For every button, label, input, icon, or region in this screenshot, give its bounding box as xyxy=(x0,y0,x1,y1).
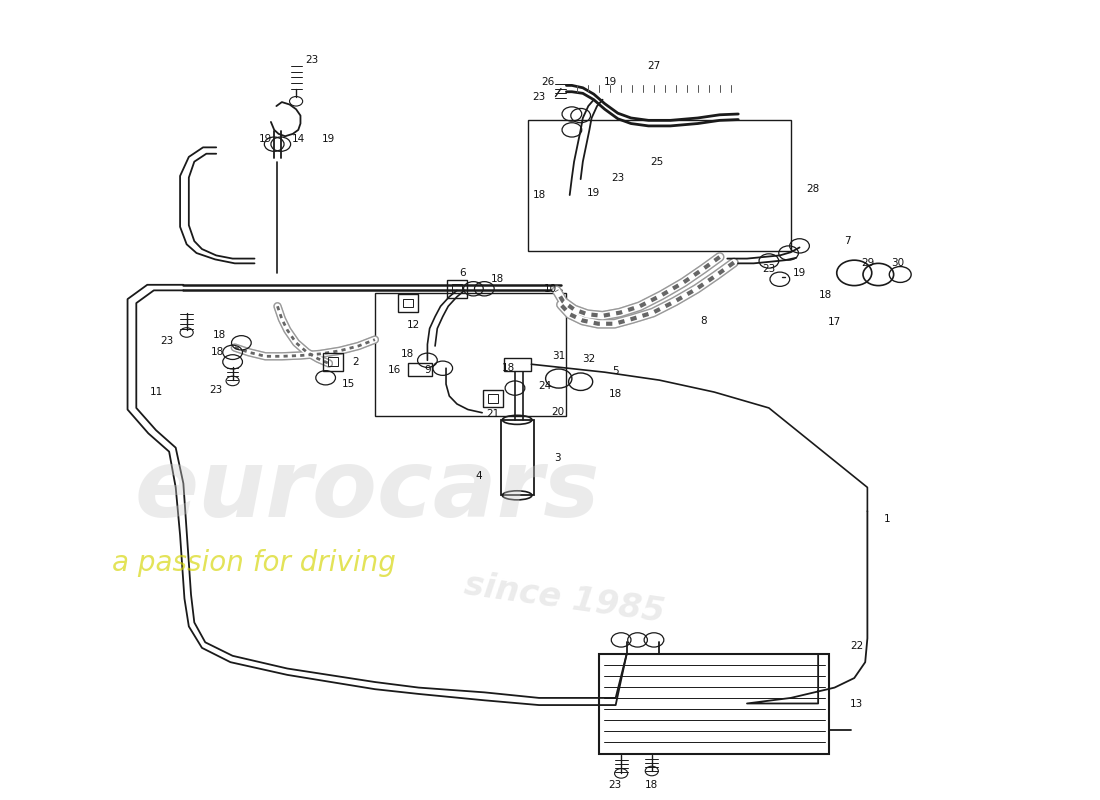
Text: 18: 18 xyxy=(502,363,515,374)
Text: 20: 20 xyxy=(551,407,564,417)
Text: a passion for driving: a passion for driving xyxy=(112,549,396,577)
Bar xyxy=(408,363,432,376)
Text: 18: 18 xyxy=(211,347,224,358)
Text: 9: 9 xyxy=(425,365,431,375)
Text: 19: 19 xyxy=(258,134,272,145)
Text: 24: 24 xyxy=(538,382,551,391)
Text: 18: 18 xyxy=(491,274,504,284)
Text: 15: 15 xyxy=(342,379,355,389)
Text: 10: 10 xyxy=(543,284,557,294)
Text: 26: 26 xyxy=(541,78,554,87)
Text: 19: 19 xyxy=(322,134,335,145)
Bar xyxy=(447,280,466,298)
Text: 8: 8 xyxy=(700,315,706,326)
Bar xyxy=(500,420,534,495)
Text: 32: 32 xyxy=(582,354,595,365)
Text: 22: 22 xyxy=(850,642,864,651)
Text: 23: 23 xyxy=(532,91,546,102)
Text: 30: 30 xyxy=(891,258,904,268)
Bar xyxy=(329,358,338,366)
Text: 23: 23 xyxy=(161,336,174,346)
Text: 19: 19 xyxy=(604,78,617,87)
Text: 25: 25 xyxy=(650,157,664,166)
Text: 11: 11 xyxy=(150,387,163,397)
Text: 2: 2 xyxy=(352,357,359,367)
Bar xyxy=(488,394,498,402)
Text: 18: 18 xyxy=(820,290,833,300)
Text: 14: 14 xyxy=(292,134,305,145)
Text: 1: 1 xyxy=(883,514,890,524)
Text: 4: 4 xyxy=(475,471,482,482)
Text: 23: 23 xyxy=(762,264,776,274)
Bar xyxy=(452,285,462,293)
Text: 28: 28 xyxy=(806,185,820,194)
Text: 18: 18 xyxy=(532,190,546,200)
Text: 12: 12 xyxy=(407,319,420,330)
Text: 23: 23 xyxy=(612,173,625,182)
Text: 6: 6 xyxy=(459,268,465,278)
Text: 16: 16 xyxy=(388,365,401,375)
Bar xyxy=(600,654,829,754)
Text: 31: 31 xyxy=(552,351,565,362)
Text: 17: 17 xyxy=(828,317,842,327)
Bar xyxy=(375,293,566,416)
Text: 5: 5 xyxy=(613,366,619,376)
Text: 18: 18 xyxy=(646,780,659,790)
Text: 7: 7 xyxy=(845,236,851,246)
Bar xyxy=(504,358,531,370)
Text: 19: 19 xyxy=(793,268,806,278)
Text: since 1985: since 1985 xyxy=(462,568,668,629)
Text: 18: 18 xyxy=(402,349,415,359)
Text: 21: 21 xyxy=(486,410,499,419)
Bar xyxy=(528,119,791,250)
Text: 3: 3 xyxy=(554,453,561,462)
Text: 18: 18 xyxy=(213,330,227,340)
Text: 23: 23 xyxy=(305,55,318,65)
Text: 29: 29 xyxy=(861,258,875,268)
Bar xyxy=(323,353,343,370)
Text: 13: 13 xyxy=(850,699,864,709)
Text: 18: 18 xyxy=(609,390,623,399)
Bar xyxy=(403,298,412,307)
Text: eurocars: eurocars xyxy=(134,446,600,538)
Bar xyxy=(483,390,503,407)
Bar xyxy=(398,294,418,312)
Text: 27: 27 xyxy=(647,62,661,71)
Text: 23: 23 xyxy=(608,780,622,790)
Text: 23: 23 xyxy=(210,386,223,395)
Text: 19: 19 xyxy=(587,189,601,198)
